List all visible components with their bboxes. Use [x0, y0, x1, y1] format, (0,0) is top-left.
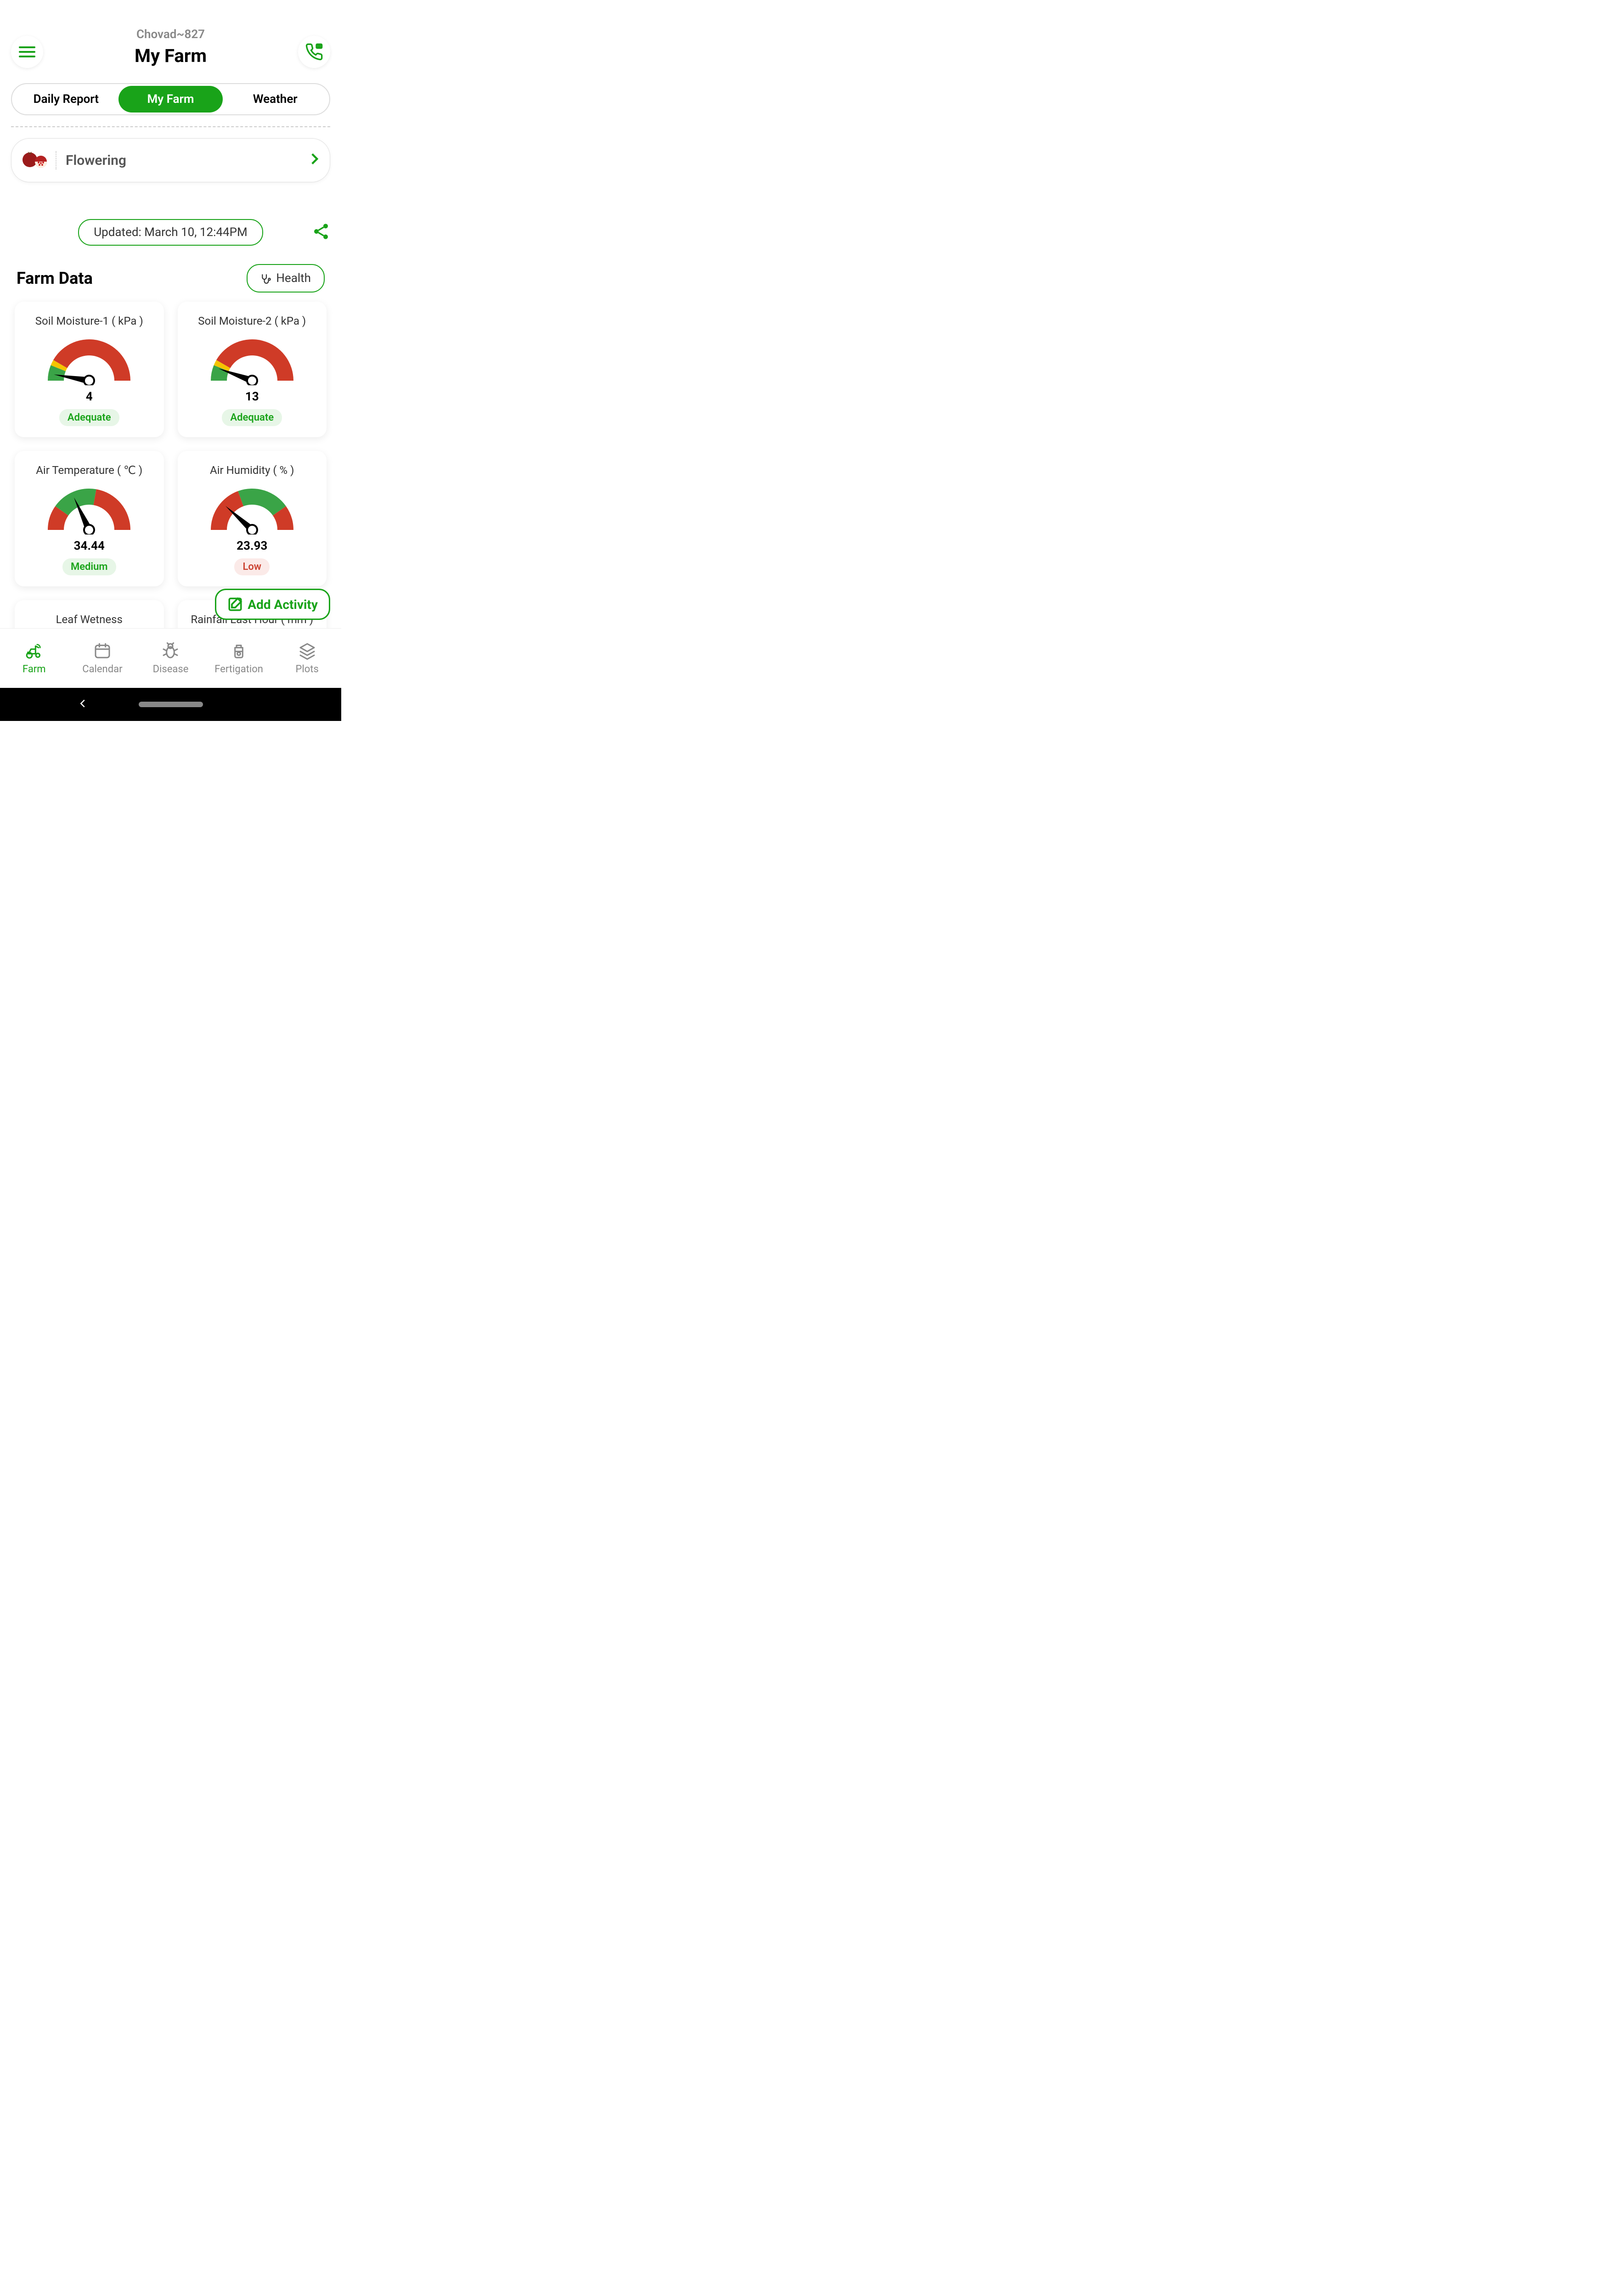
gauge-chart: [206, 484, 298, 535]
nav-label: Fertigation: [214, 664, 263, 675]
menu-button[interactable]: [11, 36, 43, 68]
card-title: Leaf Wetness: [22, 613, 157, 626]
jar-icon: [230, 642, 248, 660]
nav-fertigation[interactable]: Fertigation: [205, 629, 273, 688]
gauge-wrap: [206, 335, 298, 385]
farm-name: Chovad~827: [11, 28, 330, 41]
pomegranate-icon: [23, 148, 48, 173]
updated-row: Updated: March 10, 12:44PM: [11, 219, 330, 246]
updated-badge: Updated: March 10, 12:44PM: [78, 219, 263, 246]
android-home-pill[interactable]: [139, 702, 203, 707]
stage-label: Flowering: [66, 152, 310, 169]
nav-label: Plots: [296, 664, 319, 675]
card-status: Adequate: [222, 409, 282, 426]
nav-calendar[interactable]: Calendar: [68, 629, 137, 688]
card-status: Low: [234, 558, 270, 575]
data-card[interactable]: Soil Moisture-1 ( kPa ) 4 Adequate: [15, 302, 164, 437]
health-button[interactable]: Health: [247, 264, 325, 293]
edit-icon: [227, 597, 243, 612]
card-title: Soil Moisture-2 ( kPa ): [185, 315, 320, 327]
nav-plots[interactable]: Plots: [273, 629, 341, 688]
share-icon: [312, 222, 330, 241]
card-value: 13: [185, 390, 320, 404]
card-value: 4: [22, 390, 157, 404]
card-status: Medium: [62, 558, 116, 575]
add-activity-label: Add Activity: [248, 597, 318, 612]
gauge-chart: [206, 335, 298, 385]
hamburger-icon: [19, 46, 35, 57]
gauge-wrap: [206, 484, 298, 535]
layers-icon: [298, 642, 316, 660]
card-value: 34.44: [22, 539, 157, 553]
gauge-chart: [43, 484, 135, 535]
tab-weather[interactable]: Weather: [223, 86, 327, 113]
phone-chat-icon: [305, 43, 323, 61]
gauge-wrap: [43, 335, 135, 385]
health-label: Health: [276, 271, 311, 285]
add-activity-button[interactable]: Add Activity: [215, 589, 330, 620]
page-title: My Farm: [11, 45, 330, 67]
bottom-nav: Farm Calendar Disease Fertigation Plots: [0, 628, 341, 688]
stethoscope-icon: [260, 272, 272, 284]
header: Chovad~827 My Farm: [0, 0, 341, 74]
card-title: Soil Moisture-1 ( kPa ): [22, 315, 157, 327]
share-button[interactable]: [312, 222, 330, 242]
support-call-button[interactable]: [298, 36, 330, 68]
nav-label: Disease: [153, 664, 189, 675]
nav-label: Farm: [23, 664, 46, 675]
tractor-icon: [25, 642, 43, 660]
gauge-wrap: [43, 484, 135, 535]
card-title: Air Humidity ( % ): [185, 464, 320, 477]
tab-bar: Daily Report My Farm Weather: [11, 83, 330, 115]
divider: [11, 126, 330, 127]
section-title: Farm Data: [17, 269, 93, 288]
tab-my-farm[interactable]: My Farm: [118, 86, 223, 113]
data-card[interactable]: Air Humidity ( % ) 23.93 Low: [178, 451, 327, 586]
chevron-right-icon: [310, 152, 319, 169]
bug-icon: [161, 642, 180, 660]
data-card[interactable]: Air Temperature ( ℃ ) 34.44 Medium: [15, 451, 164, 586]
gauge-chart: [43, 335, 135, 385]
card-status: Adequate: [59, 409, 119, 426]
section-header: Farm Data Health: [17, 264, 325, 293]
calendar-icon: [93, 642, 112, 660]
tab-daily-report[interactable]: Daily Report: [14, 86, 118, 113]
card-title: Air Temperature ( ℃ ): [22, 464, 157, 477]
nav-label: Calendar: [82, 664, 122, 675]
card-value: 23.93: [185, 539, 320, 553]
crop-stage-card[interactable]: Flowering: [11, 138, 330, 182]
nav-disease[interactable]: Disease: [136, 629, 205, 688]
android-back-button[interactable]: [78, 698, 87, 711]
android-nav-bar: [0, 688, 341, 721]
nav-farm[interactable]: Farm: [0, 629, 68, 688]
data-card[interactable]: Soil Moisture-2 ( kPa ) 13 Adequate: [178, 302, 327, 437]
